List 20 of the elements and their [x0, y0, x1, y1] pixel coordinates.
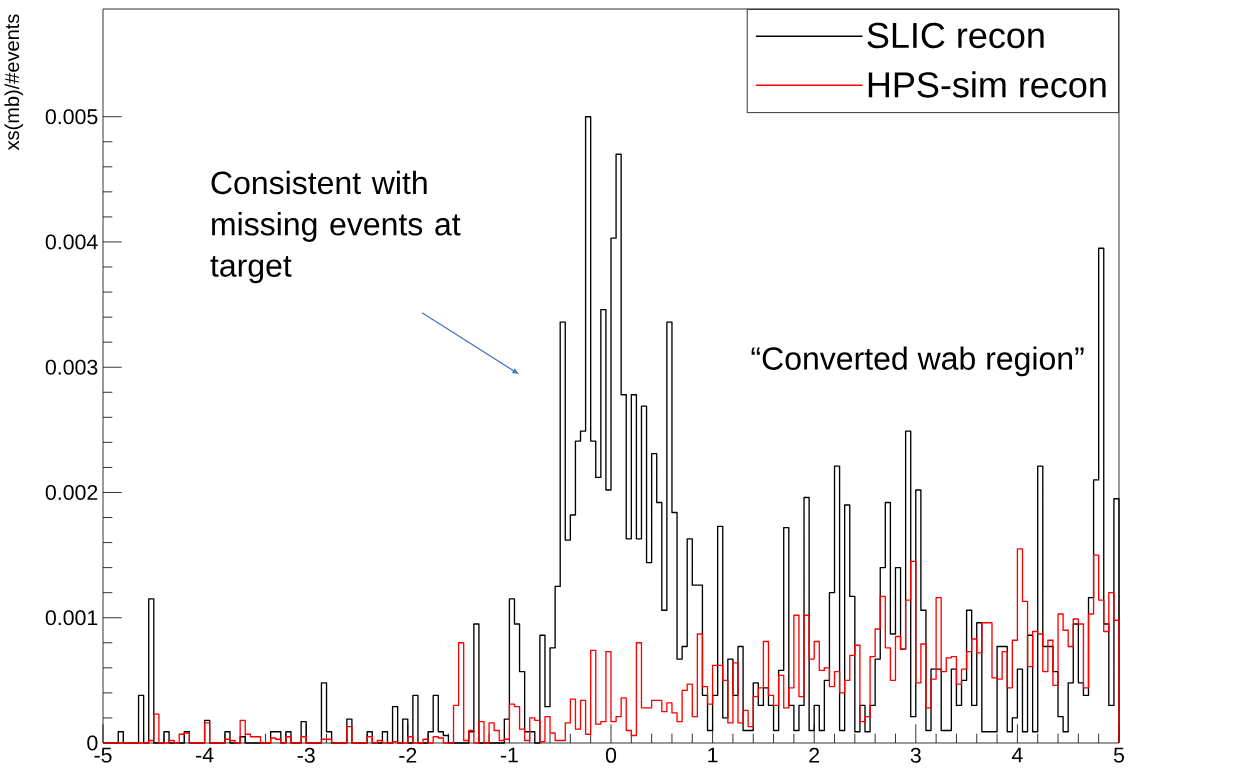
annotation: Consistent with missing events at target	[210, 170, 461, 284]
x-tick-label: 5	[1113, 747, 1125, 763]
x-tick-label: 3	[910, 747, 921, 763]
x-tick-label: -3	[297, 747, 315, 763]
y-tick-label: 0.002	[45, 484, 98, 501]
y-tick-label: 0.004	[45, 234, 98, 250]
y-axis-title: xs(mb)/#events	[4, 14, 24, 151]
y-tick-label: 0.001	[45, 610, 98, 626]
x-tick-label: -4	[196, 747, 214, 763]
x-tick-label: -1	[500, 747, 518, 763]
x-tick-label: 4	[1011, 747, 1023, 763]
x-tick-label: 1	[708, 747, 718, 763]
x-tick-label: 0	[605, 747, 617, 763]
legend-label: SLIC recon	[867, 22, 1044, 49]
annotation: “Converted wab region”	[751, 346, 1084, 377]
x-tick-label: 2	[809, 747, 820, 763]
y-tick-label: 0.003	[45, 359, 98, 375]
x-tick-label: -2	[399, 747, 417, 763]
legend-label: HPS-sim recon	[868, 71, 1106, 98]
y-tick-label: 0.005	[45, 109, 98, 125]
